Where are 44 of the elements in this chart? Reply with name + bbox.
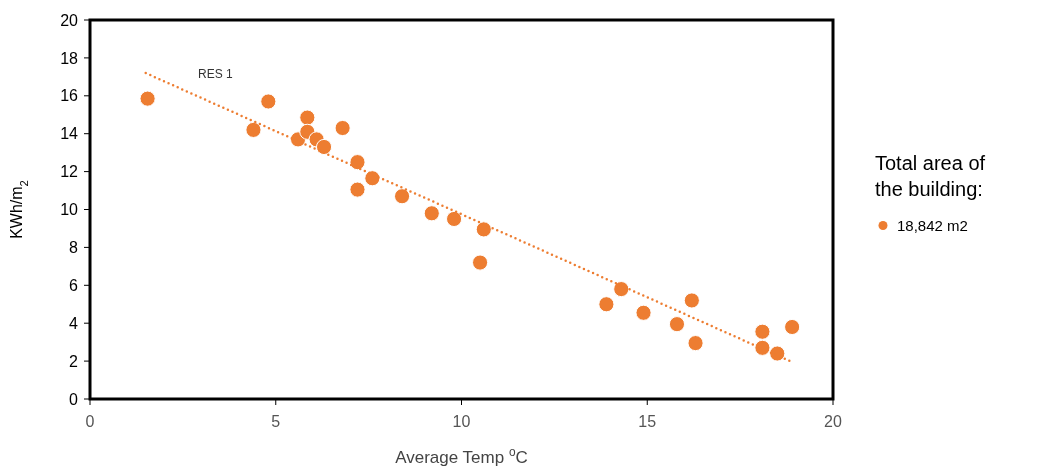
point — [472, 254, 489, 271]
point — [349, 181, 366, 198]
y-tick-label: 14 — [60, 125, 79, 143]
point — [668, 316, 686, 333]
x-tick-label: 20 — [824, 413, 842, 430]
y-tick-label: 16 — [60, 87, 79, 105]
point — [334, 119, 351, 137]
y-tick-label: 4 — [69, 314, 79, 332]
y-tick-label: 0 — [69, 390, 79, 408]
x-tick-label: 15 — [638, 413, 657, 430]
point — [754, 323, 771, 340]
y-tick-label: 6 — [69, 276, 79, 294]
point — [364, 170, 381, 187]
y-tick-label: 10 — [60, 201, 79, 219]
point — [784, 318, 801, 336]
x-tick-label: 10 — [452, 413, 471, 430]
legend-label: 18,842 m2 — [897, 216, 968, 234]
y-tick-label: 8 — [69, 239, 79, 256]
point — [754, 339, 771, 356]
annotation: RES 1 — [198, 67, 234, 81]
point — [635, 304, 652, 321]
legend-title: Total area of the building: — [875, 151, 986, 200]
y-tick-label: 18 — [60, 49, 79, 67]
point — [613, 281, 630, 298]
x-tick-label: 0 — [85, 413, 95, 430]
point — [393, 188, 411, 205]
point — [299, 109, 316, 126]
x-tick-label: 5 — [271, 413, 281, 430]
y-tick-label: 20 — [60, 11, 79, 29]
point — [260, 93, 277, 110]
x-axis-title: Average Temp $^{o}$C — [395, 445, 528, 467]
point — [423, 205, 440, 222]
point — [245, 121, 262, 138]
point — [446, 210, 463, 228]
point — [683, 292, 700, 309]
y-tick-label: 2 — [69, 352, 79, 370]
point — [315, 138, 333, 156]
point — [139, 90, 156, 107]
point — [769, 345, 786, 362]
point — [687, 335, 704, 352]
point — [475, 221, 492, 238]
point — [349, 154, 366, 171]
point — [598, 296, 615, 313]
y-tick-label: 12 — [60, 163, 79, 181]
